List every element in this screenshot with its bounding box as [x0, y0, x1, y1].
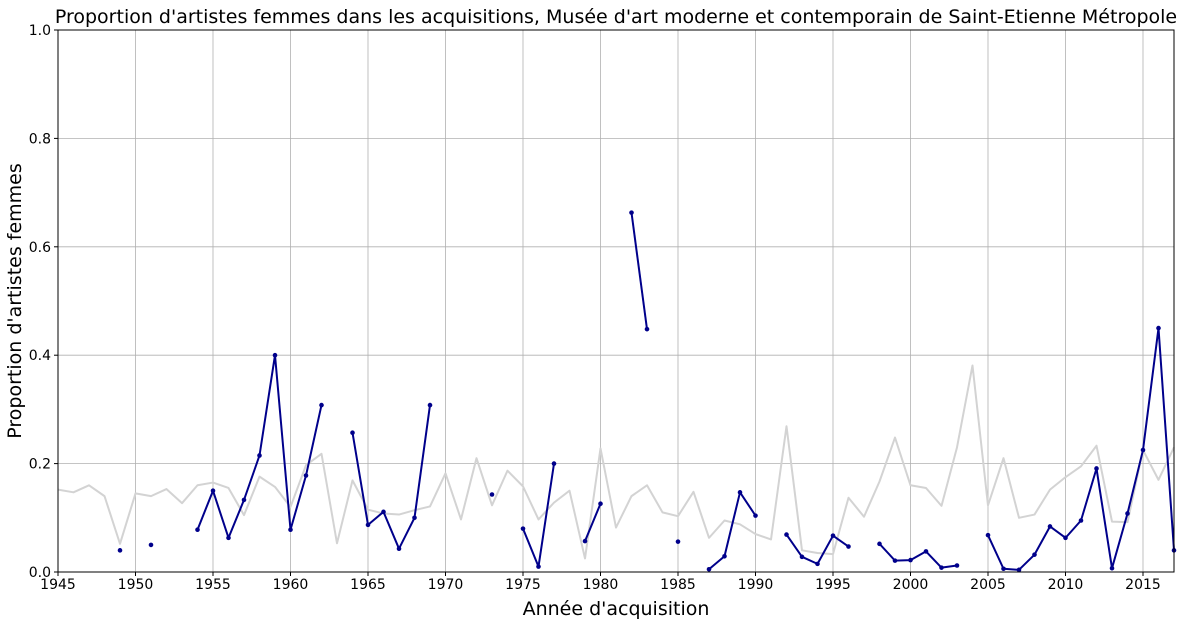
point-2009 [1047, 524, 1053, 529]
reference-series [57, 364, 1175, 560]
y-tick-label-2: 0.4 [29, 348, 51, 364]
point-1989 [737, 490, 743, 495]
x-tick-label-1985: 1985 [660, 577, 696, 593]
x-tick-label-2015: 2015 [1125, 577, 1161, 593]
point-2010 [1063, 535, 1068, 541]
point-1982 [629, 210, 634, 215]
grid [57, 29, 1174, 573]
proportion-segment-12 [987, 327, 1175, 571]
x-tick-label-2010: 2010 [1048, 577, 1084, 593]
x-tick-label-1995: 1995 [815, 577, 851, 593]
point-1983 [644, 326, 650, 332]
x-tick-label-1950: 1950 [118, 577, 154, 593]
point-1957 [241, 497, 247, 503]
point-2012 [1094, 466, 1099, 471]
point-1987 [706, 566, 712, 572]
point-1966 [381, 509, 386, 515]
point-1962 [319, 402, 324, 408]
point-1985 [675, 539, 681, 544]
x-tick-label-1945: 1945 [40, 577, 76, 593]
point-1992 [784, 532, 789, 537]
y-axis-ticks: 0.0 0.2 0.4 0.6 0.8 1.0 [29, 23, 58, 581]
proportion-series [117, 210, 1177, 573]
point-2015 [1140, 447, 1146, 453]
y-tick-label-0: 0.0 [29, 565, 51, 581]
x-tick-label-2000: 2000 [893, 577, 929, 593]
proportion-segment-5 [522, 463, 555, 568]
point-1956 [226, 535, 231, 541]
x-tick-label-1965: 1965 [350, 577, 386, 593]
point-2006 [1001, 566, 1006, 572]
point-1998 [877, 541, 882, 547]
point-2014 [1125, 511, 1130, 516]
point-1999 [892, 558, 898, 563]
point-1951 [148, 542, 154, 548]
x-tick-label-1975: 1975 [505, 577, 541, 593]
point-1969 [427, 402, 433, 408]
point-1990 [753, 513, 758, 518]
proportion-segment-10 [785, 534, 850, 565]
point-1980 [598, 501, 603, 507]
point-1967 [396, 546, 402, 551]
proportion-segment-6 [584, 503, 602, 542]
y-tick-label-5: 1.0 [29, 23, 51, 39]
point-1965 [365, 522, 371, 528]
point-1968 [412, 515, 417, 521]
x-tick-label-1955: 1955 [195, 577, 231, 593]
x-tick-label-1980: 1980 [583, 577, 619, 593]
point-2003 [954, 563, 960, 568]
point-2007 [1016, 567, 1022, 573]
y-axis-label: Proportion d'artistes femmes [4, 163, 26, 439]
y-tick-label-3: 0.6 [29, 240, 51, 256]
point-2008 [1032, 552, 1037, 557]
proportion-segment-11 [878, 543, 958, 569]
x-tick-label-2005: 2005 [970, 577, 1006, 593]
x-axis-label: Année d'acquisition [523, 598, 710, 620]
x-axis-ticks: 1945 1950 1955 1960 1965 1970 1975 1980 1985 1990… [40, 572, 1161, 593]
point-2002 [939, 565, 944, 570]
point-2011 [1078, 518, 1084, 523]
proportion-segment-3 [351, 404, 431, 550]
point-1955 [210, 488, 216, 494]
point-1988 [722, 553, 727, 559]
point-1964 [350, 430, 355, 436]
point-1993 [799, 554, 805, 560]
proportion-segment-7 [630, 212, 648, 330]
point-1976 [536, 564, 541, 569]
chart-title: Proportion d'artistes femmes dans les ac… [55, 6, 1177, 28]
point-2005 [985, 532, 991, 538]
point-2013 [1109, 565, 1115, 571]
y-tick-label-1: 0.2 [29, 457, 51, 473]
point-2001 [923, 549, 929, 554]
point-2000 [908, 557, 913, 563]
x-tick-label-1990: 1990 [738, 577, 774, 593]
point-1959 [272, 352, 278, 358]
point-1949 [117, 548, 123, 553]
proportion-segment-2 [196, 354, 323, 539]
point-1979 [582, 538, 588, 544]
x-tick-label-1960: 1960 [273, 577, 309, 593]
point-1996 [846, 544, 851, 549]
point-1994 [815, 561, 820, 567]
x-tick-label-1970: 1970 [428, 577, 464, 593]
reference-series-line [57, 364, 1175, 560]
point-1961 [303, 473, 309, 478]
point-1977 [551, 461, 557, 466]
plot-frame [57, 29, 1175, 573]
point-2016 [1156, 325, 1161, 331]
point-1995 [830, 533, 836, 538]
proportion-segment-9 [708, 491, 757, 571]
point-1973 [489, 492, 495, 497]
point-1958 [257, 453, 262, 458]
y-tick-label-4: 0.8 [29, 131, 51, 147]
point-1960 [288, 527, 293, 533]
point-1954 [195, 527, 200, 533]
point-1975 [520, 526, 526, 531]
